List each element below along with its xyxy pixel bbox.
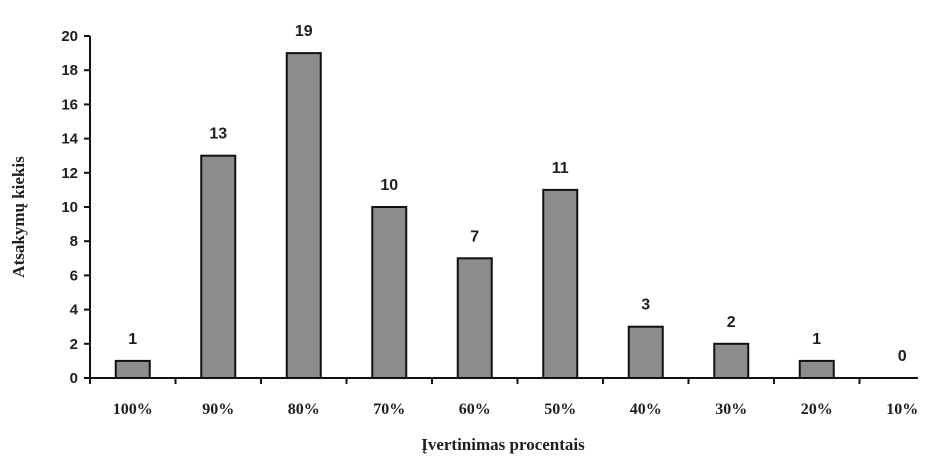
x-category-label: 20% xyxy=(801,401,833,418)
bar-90pct xyxy=(200,154,237,379)
x-category-label: 70% xyxy=(373,401,405,418)
x-category-label: 80% xyxy=(288,401,320,418)
y-tick-label: 20 xyxy=(61,28,78,45)
y-tick-label: 4 xyxy=(70,302,79,319)
y-tick-label: 12 xyxy=(61,165,78,182)
x-category-label: 40% xyxy=(630,401,662,418)
y-tick-label: 0 xyxy=(70,370,78,387)
x-category-label: 10% xyxy=(886,401,918,418)
x-category-label: 90% xyxy=(202,401,234,418)
x-axis-title: Įvertinimas procentais xyxy=(421,435,585,454)
y-axis-title: Atsakymų kiekis xyxy=(9,156,28,278)
data-label: 2 xyxy=(727,314,736,331)
data-label: 11 xyxy=(552,160,569,177)
bar-70pct xyxy=(371,206,408,379)
bar-40pct xyxy=(627,325,664,380)
data-label: 1 xyxy=(812,331,821,348)
bar-100pct xyxy=(114,359,151,379)
y-tick-label: 2 xyxy=(70,336,78,353)
x-category-label: 60% xyxy=(459,401,491,418)
bars xyxy=(114,52,835,380)
bar-80pct xyxy=(285,52,322,379)
y-tick-label: 18 xyxy=(61,62,78,79)
x-axis-category-labels: 100% 90% 80% 70% 60% 50% 40% 30% 20% 10% xyxy=(113,401,919,418)
y-tick-label: 10 xyxy=(61,199,78,216)
data-label: 19 xyxy=(295,23,313,40)
y-tick-label: 16 xyxy=(61,96,78,113)
x-category-label: 30% xyxy=(715,401,747,418)
bar-50pct xyxy=(542,188,579,379)
y-tick-label: 14 xyxy=(61,131,78,148)
data-label: 7 xyxy=(470,228,479,245)
data-label: 0 xyxy=(898,348,907,365)
y-tick-label: 8 xyxy=(70,233,78,250)
bar-30pct xyxy=(713,342,750,379)
data-label: 13 xyxy=(209,126,227,143)
data-label: 3 xyxy=(641,297,650,314)
bar-20pct xyxy=(798,359,835,379)
bar-60pct xyxy=(456,257,493,379)
data-label: 10 xyxy=(380,177,398,194)
data-label: 1 xyxy=(128,331,137,348)
x-category-label: 50% xyxy=(544,401,576,418)
y-tick-label: 6 xyxy=(70,267,78,284)
x-category-label: 100% xyxy=(113,401,153,418)
